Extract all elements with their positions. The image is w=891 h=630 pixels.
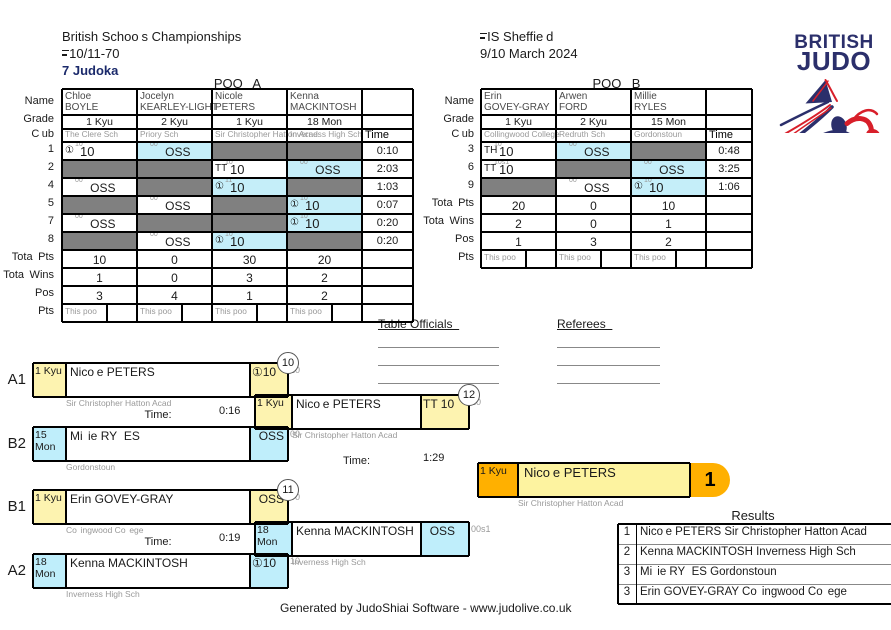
svg-text:JUDO: JUDO [797, 46, 871, 76]
